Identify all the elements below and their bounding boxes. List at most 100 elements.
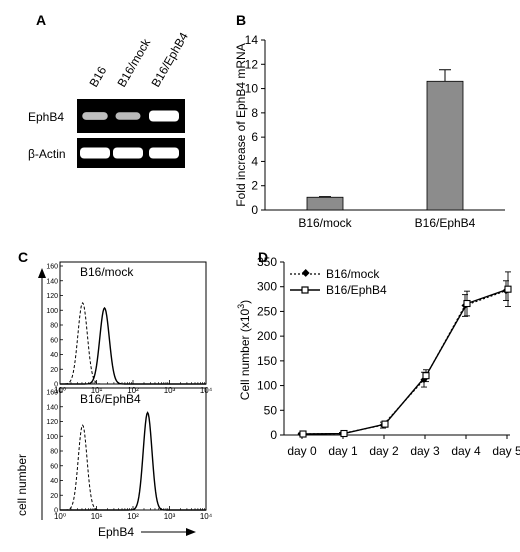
flow-histogram-panel: cell number B16/mock B16/EphB4 0 20 40 60 80… [15,261,213,539]
flow-x-tick-label: 10¹ [91,386,103,395]
panel-letter-d: D [258,249,268,265]
legend-marker-mock [301,269,310,277]
flow-x-tick-label: 10¹ [91,512,103,521]
flow-y-arrowhead [38,268,46,278]
gel-band [82,112,108,120]
flow-y-tick-label: 0 [54,508,58,515]
flow-y-tick-label: 40 [50,478,58,485]
bar-y-tick-label: 8 [251,106,258,120]
line-y-tick-label: 350 [257,255,277,269]
series-line [300,290,507,435]
flow-y-tick-label: 0 [54,382,58,389]
line-y-tick-label: 250 [257,304,277,318]
line-x-tick-label: day 3 [410,444,440,458]
line-x-tick-label: day 0 [287,444,317,458]
line-x-tick-label: day 5 [492,444,520,458]
series-point [463,299,471,308]
flow-x-tick-label: 10⁰ [54,386,66,395]
gel-row-label-ephb4: EphB4 [28,110,64,124]
gel-band [115,112,141,120]
flow-y-tick-label: 40 [50,352,58,359]
gel-band [80,147,110,159]
flow-y-tick-label: 100 [46,434,58,441]
bar-y-tick-label: 2 [251,179,258,193]
bar-y-tick-label: 10 [245,82,259,96]
gel-panel: B16 B16/mock B16/EphB4 EphB4 β-Actin [28,30,191,168]
flow-x-tick-label: 10² [127,386,139,395]
flow-box-top [59,261,207,385]
flow-y-tick-label: 60 [50,337,58,344]
bar [426,80,464,211]
bar-category-label: B16/mock [298,216,352,230]
lane-label-ephb4: B16/EphB4 [148,30,191,90]
bar-chart-ylabel: Fold increase of EphB4 mRNA [234,43,248,206]
flow-label-mock: B16/mock [80,265,134,279]
line-y-tick-label: 0 [270,428,277,442]
flow-x-tick-label: 10⁴ [200,512,213,521]
flow-y-tick-label: 20 [50,493,58,500]
gel-band [149,110,179,122]
flow-x-arrowhead [186,528,196,536]
lane-label-b16: B16 [86,64,109,90]
flow-label-ephb4: B16/EphB4 [80,392,141,406]
line-y-tick-label: 300 [257,280,277,294]
legend-label-ephb4: B16/EphB4 [326,283,387,297]
flow-y-tick-label: 160 [46,390,58,397]
flow-xlabel: EphB4 [98,525,134,539]
flow-x-tick-label: 10² [127,512,139,521]
line-x-tick-label: day 2 [369,444,399,458]
series-point [381,420,389,428]
gel-row-label-actin: β-Actin [28,147,66,161]
legend-label-mock: B16/mock [326,267,380,281]
bar-y-tick-label: 6 [251,130,258,144]
legend-marker-ephb4 [301,286,309,294]
flow-curve-isotype [60,424,206,511]
bar-y-tick-label: 12 [245,57,259,71]
series-point [422,372,430,380]
line-x-tick-label: day 1 [328,444,358,458]
flow-box-bottom [59,387,207,511]
flow-x-tick-label: 10³ [164,512,176,521]
line-y-tick-label: 100 [257,379,277,393]
bar-y-tick-label: 14 [245,33,259,47]
line-chart: 0 50 100 150 200 250 300 350 day 0 day 1 day 2 day … [236,255,520,458]
panel-letter-b: B [236,12,246,28]
series-point [340,429,348,438]
flow-y-tick-label: 100 [46,308,58,315]
flow-y-tick-label: 80 [50,323,58,330]
bar-y-tick-label: 0 [251,203,258,217]
flow-y-tick-label: 120 [46,293,58,300]
flow-ylabel: cell number [15,454,29,516]
line-y-tick-label: 50 [264,403,278,417]
flow-y-tick-label: 80 [50,449,58,456]
series-point [299,430,307,438]
series-point [504,285,512,293]
line-y-tick-label: 150 [257,354,277,368]
flow-curve-isotype [60,302,206,385]
gel-band [149,147,179,159]
flow-curve-mock [60,306,206,385]
gel-band [113,147,143,159]
bar-category-label: B16/EphB4 [415,216,476,230]
flow-x-tick-label: 10³ [164,386,176,395]
legend: B16/mock B16/EphB4 [290,267,387,297]
panel-letter-a: A [36,12,46,28]
flow-y-tick-label: 160 [46,264,58,271]
flow-y-tick-label: 140 [46,278,58,285]
flow-x-tick-label: 10⁴ [200,386,213,395]
flow-curve-ephb4 [60,411,206,511]
lane-label-mock: B16/mock [114,35,153,89]
bar-chart: 0 2 4 6 8 10 12 14 B16/mock B16/EphB4 Fold incre… [234,33,505,230]
panel-letter-c: C [18,249,28,265]
line-chart-ylabel: Cell number (x103) [236,300,252,400]
flow-y-tick-label: 20 [50,367,58,374]
line-y-tick-label: 200 [257,329,277,343]
flow-y-tick-label: 140 [46,404,58,411]
bar-y-tick-label: 4 [251,154,258,168]
flow-y-tick-label: 60 [50,463,58,470]
line-x-tick-label: day 4 [451,444,481,458]
flow-x-tick-label: 10⁰ [54,512,66,521]
series-line [302,288,509,435]
bar [306,196,344,211]
